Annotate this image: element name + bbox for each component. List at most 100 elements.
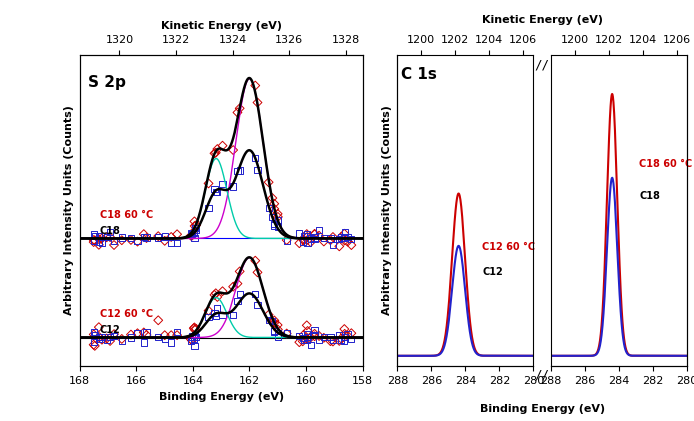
Point [319,334,330,341]
Text: C18: C18 [639,191,660,201]
Point [132,330,143,337]
Point [188,325,199,332]
Point [339,334,350,341]
Point [272,333,283,340]
Point [88,231,99,238]
Point [117,234,128,241]
Point [301,231,312,237]
Point [101,335,112,342]
Point [217,312,228,318]
Point [334,338,345,344]
Point [159,336,170,342]
Point [108,237,119,244]
Point [319,235,330,242]
Point [302,237,313,243]
Point [159,233,170,240]
Point [126,334,137,341]
Point [309,234,320,241]
Point [96,336,108,343]
Point [188,229,199,236]
Point [132,330,143,337]
Point [319,335,330,341]
Point [138,339,149,346]
Point [325,237,336,244]
Point [309,327,320,333]
Point [298,232,310,239]
Point [272,213,283,220]
Point [234,268,245,275]
Point [301,331,312,338]
Point [101,233,112,240]
Point [203,307,214,314]
Point [272,330,283,337]
Point [272,326,283,333]
Point [263,179,274,186]
Point [328,242,339,248]
Point [217,181,228,187]
Point [269,221,280,227]
Y-axis label: Arbitrary Intensity Units (Counts): Arbitrary Intensity Units (Counts) [382,106,391,315]
Point [188,228,199,235]
Text: C12 60 °C: C12 60 °C [100,309,153,319]
Point [309,230,320,237]
Point [309,236,320,242]
Point [88,341,99,348]
Point [88,239,99,245]
Point [272,223,283,230]
Point [302,234,313,240]
Point [94,336,105,342]
Point [166,240,177,246]
Point [234,167,245,174]
Point [138,234,149,241]
Point [203,204,214,211]
Point [339,326,350,333]
Point [153,234,164,241]
Point [302,239,313,246]
Point [336,234,347,241]
Point [314,232,325,239]
Point [281,330,292,337]
Point [141,234,152,241]
Point [141,234,152,241]
Point [305,341,316,348]
Point [132,237,143,244]
Point [309,332,320,338]
Text: //: // [534,368,550,381]
Point [189,326,200,333]
Point [272,322,283,328]
Point [328,234,339,240]
Point [228,147,239,153]
Point [309,231,320,238]
Point [189,223,200,229]
Point [272,217,283,224]
Point [212,305,223,312]
Point [298,331,310,338]
Point [105,333,116,340]
Point [93,324,104,330]
Point [250,291,261,298]
Point [228,283,239,290]
Point [209,186,220,192]
Point [185,336,196,343]
Point [166,234,177,240]
Point [281,330,292,337]
Point [126,234,137,241]
Point [252,99,263,106]
Point [93,334,104,341]
Point [302,335,313,342]
Point [171,240,183,246]
Point [305,239,316,245]
Point [187,232,198,239]
Point [88,338,99,345]
Point [105,234,116,240]
Point [269,317,280,324]
Point [90,343,101,349]
Y-axis label: Arbitrary Intensity Units (Counts): Arbitrary Intensity Units (Counts) [65,106,74,315]
Point [187,337,198,344]
Text: C12: C12 [482,266,503,277]
Point [294,332,305,339]
Point [88,331,99,338]
Point [319,238,330,245]
Point [108,242,119,248]
Point [298,237,310,244]
